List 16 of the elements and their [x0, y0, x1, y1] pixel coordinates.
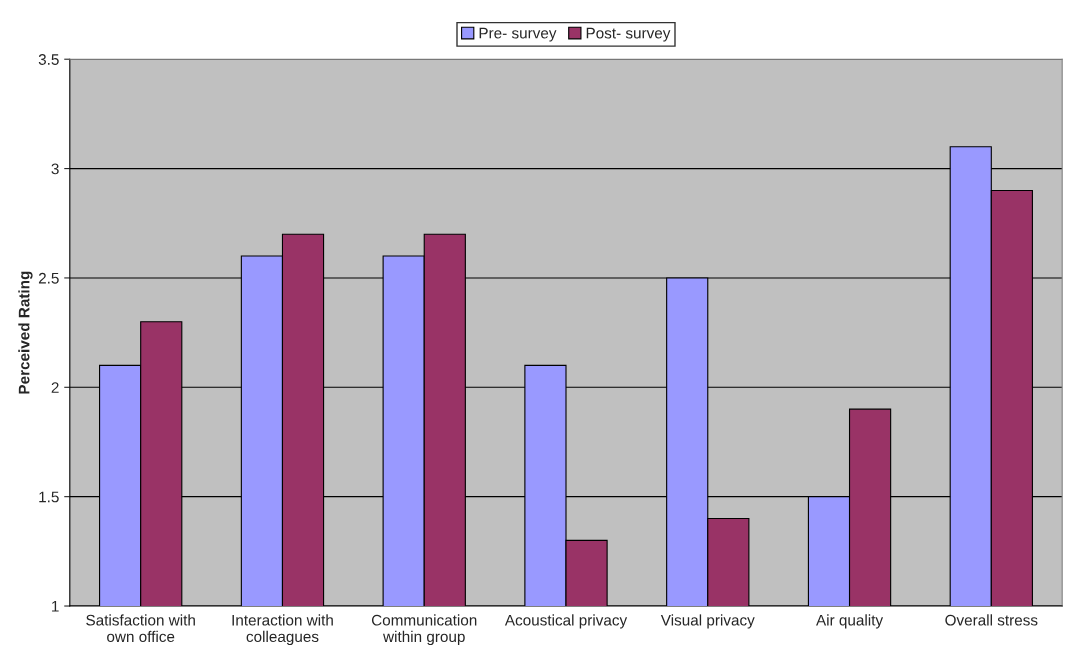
x-tick-label: Overall stress — [945, 614, 1038, 626]
y-tick-label: 3.5 — [38, 54, 59, 65]
x-tick-label: Communication within group — [371, 614, 477, 646]
y-axis-title: Perceived Rating — [18, 271, 33, 394]
y-tick-label: 1 — [52, 601, 59, 612]
x-tick-label: Acoustical privacy — [504, 614, 628, 629]
x-tick-label: Interaction with colleagues — [232, 614, 333, 646]
legend-label: Post- survey — [586, 27, 671, 42]
y-tick-label: 2 — [51, 382, 59, 393]
y-tick-label: 2.5 — [38, 272, 59, 284]
x-tick-label: Satisfaction with own office — [86, 614, 195, 643]
x-tick-label: Visual privacy — [660, 614, 755, 629]
x-tick-label: Air quality — [816, 614, 884, 629]
legend-label: Pre- survey — [479, 27, 557, 42]
y-tick-label: 1.5 — [39, 491, 59, 503]
y-tick-label: 3 — [51, 163, 59, 175]
